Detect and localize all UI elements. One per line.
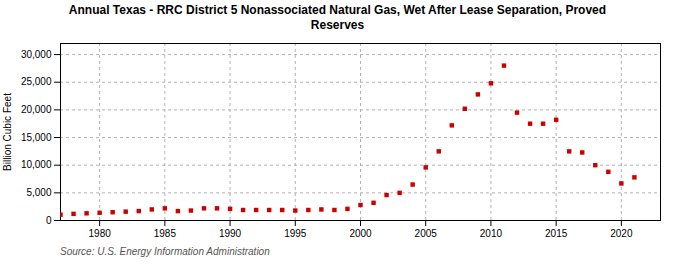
svg-text:1990: 1990 xyxy=(219,228,242,239)
svg-text:2005: 2005 xyxy=(415,228,438,239)
svg-text:Billion Cubic Feet: Billion Cubic Feet xyxy=(2,93,13,171)
svg-text:20,000: 20,000 xyxy=(21,104,52,115)
svg-text:10,000: 10,000 xyxy=(21,159,52,170)
svg-text:5,000: 5,000 xyxy=(26,187,51,198)
svg-text:1980: 1980 xyxy=(89,228,112,239)
svg-text:15,000: 15,000 xyxy=(21,132,52,143)
svg-text:30,000: 30,000 xyxy=(21,49,52,60)
svg-text:25,000: 25,000 xyxy=(21,76,52,87)
svg-text:2015: 2015 xyxy=(545,228,568,239)
svg-text:2020: 2020 xyxy=(610,228,633,239)
svg-text:2010: 2010 xyxy=(480,228,503,239)
svg-text:1995: 1995 xyxy=(284,228,307,239)
svg-text:0: 0 xyxy=(46,215,52,226)
svg-text:2000: 2000 xyxy=(349,228,372,239)
svg-text:1985: 1985 xyxy=(154,228,177,239)
html-text:Annual Texas - RRC District 5: Annual Texas - RRC District 5 Nonassocia… xyxy=(68,3,607,32)
html-text:Source: U.S. Energy Informatio: Source: U.S. Energy Information Administ… xyxy=(60,246,270,257)
